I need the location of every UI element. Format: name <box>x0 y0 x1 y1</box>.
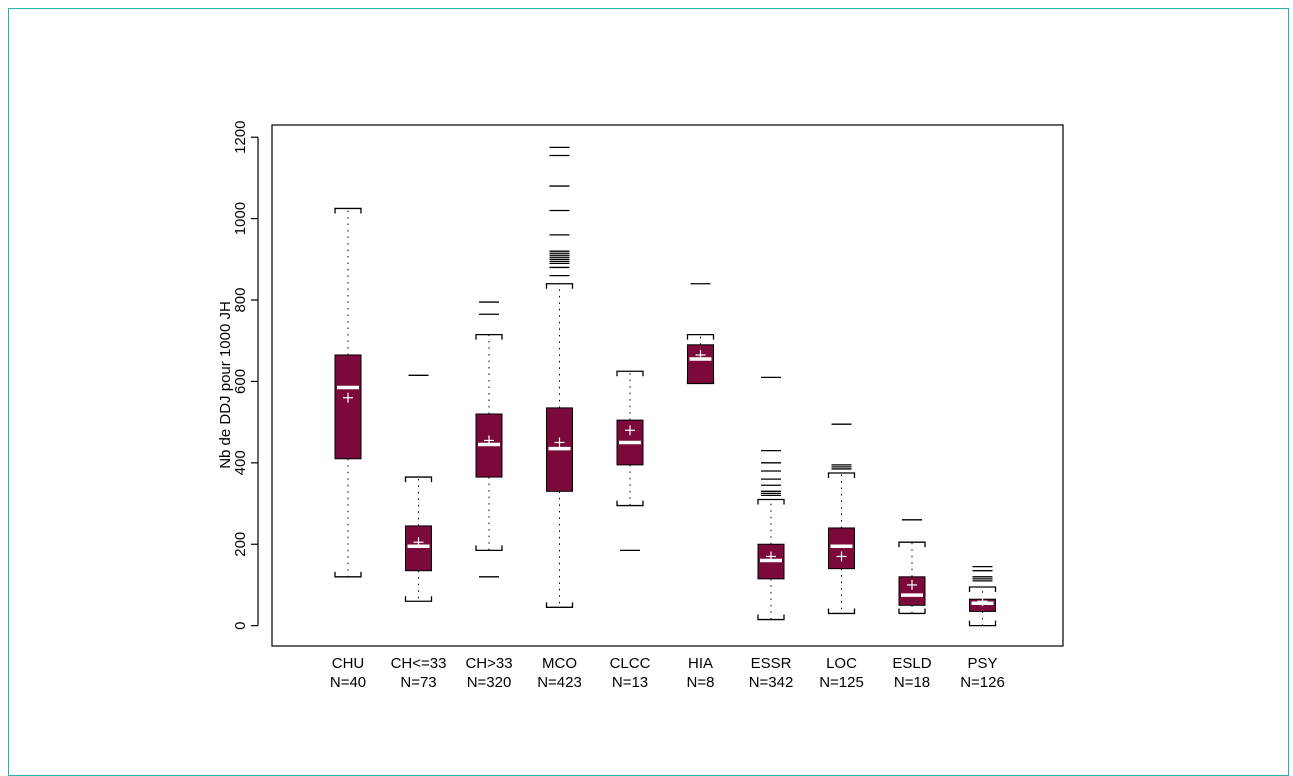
x-n-label: N=18 <box>894 674 930 691</box>
x-category-label: LOC <box>826 655 857 672</box>
x-category-label: HIA <box>688 655 713 672</box>
upper-cap <box>545 283 574 289</box>
y-axis-label: Nb de DDJ pour 1000 JH <box>217 301 234 469</box>
x-n-label: N=125 <box>819 674 864 691</box>
x-category-label: CLCC <box>610 655 651 672</box>
x-axis-labels: CHU N=40 CH<=33 N=73 CH>33 N=320 MCO N=423 CLCC N… <box>330 655 1005 691</box>
box-CH<=33 <box>404 374 433 602</box>
box-LOC <box>827 423 856 615</box>
x-n-label: N=342 <box>749 674 794 691</box>
box-CLCC <box>616 370 644 551</box>
lower-cap <box>757 614 785 621</box>
lower-cap <box>898 608 926 615</box>
iqr-box <box>334 354 362 460</box>
y-tick-label: 800 <box>232 288 249 313</box>
x-category-label: MCO <box>542 655 577 672</box>
x-n-label: N=8 <box>687 674 715 691</box>
upper-cap <box>968 586 997 592</box>
upper-cap <box>827 472 856 479</box>
lower-cap <box>616 500 644 507</box>
upper-cap <box>898 541 926 548</box>
x-category-label: PSY <box>967 655 997 672</box>
y-axis: 0 200 400 600 800 1000 1200 <box>232 121 259 630</box>
box-HIA <box>686 283 715 385</box>
box-PSY <box>968 565 997 627</box>
x-category-label: CHU <box>332 655 365 672</box>
box-ESSR <box>757 376 785 621</box>
upper-cap <box>616 370 644 377</box>
upper-cap <box>475 333 503 340</box>
upper-cap <box>686 333 715 340</box>
lower-cap <box>475 545 503 551</box>
box-CH>33 <box>475 301 503 578</box>
y-tick-label: 1200 <box>232 121 249 154</box>
lower-cap <box>404 596 433 602</box>
y-tick-label: 1000 <box>232 202 249 235</box>
x-n-label: N=423 <box>537 674 582 691</box>
x-category-label: CH<=33 <box>391 655 447 672</box>
x-category-label: ESSR <box>751 655 792 672</box>
x-category-label: ESLD <box>892 655 931 672</box>
upper-cap <box>757 498 785 505</box>
x-n-label: N=13 <box>612 674 648 691</box>
lower-cap <box>545 602 574 608</box>
lower-cap <box>334 571 362 578</box>
iqr-box <box>405 525 432 572</box>
box-CHU <box>334 207 362 578</box>
x-n-label: N=126 <box>960 674 1005 691</box>
box-MCO <box>545 146 574 608</box>
plot-area <box>271 124 1064 647</box>
box-ESLD <box>898 519 926 615</box>
lower-cap <box>827 608 856 615</box>
y-tick-label: 600 <box>232 369 249 394</box>
lower-cap <box>968 620 997 627</box>
x-n-label: N=73 <box>400 674 436 691</box>
x-n-label: N=320 <box>467 674 512 691</box>
x-n-label: N=40 <box>330 674 366 691</box>
upper-cap <box>404 476 433 483</box>
iqr-box <box>828 527 855 570</box>
y-tick-label: 200 <box>232 532 249 557</box>
y-tick-label: 400 <box>232 450 249 475</box>
upper-cap <box>334 207 362 214</box>
y-tick-label: 0 <box>232 621 249 629</box>
x-category-label: CH>33 <box>465 655 512 672</box>
chart-frame <box>8 8 1289 776</box>
boxes-group <box>334 146 997 627</box>
